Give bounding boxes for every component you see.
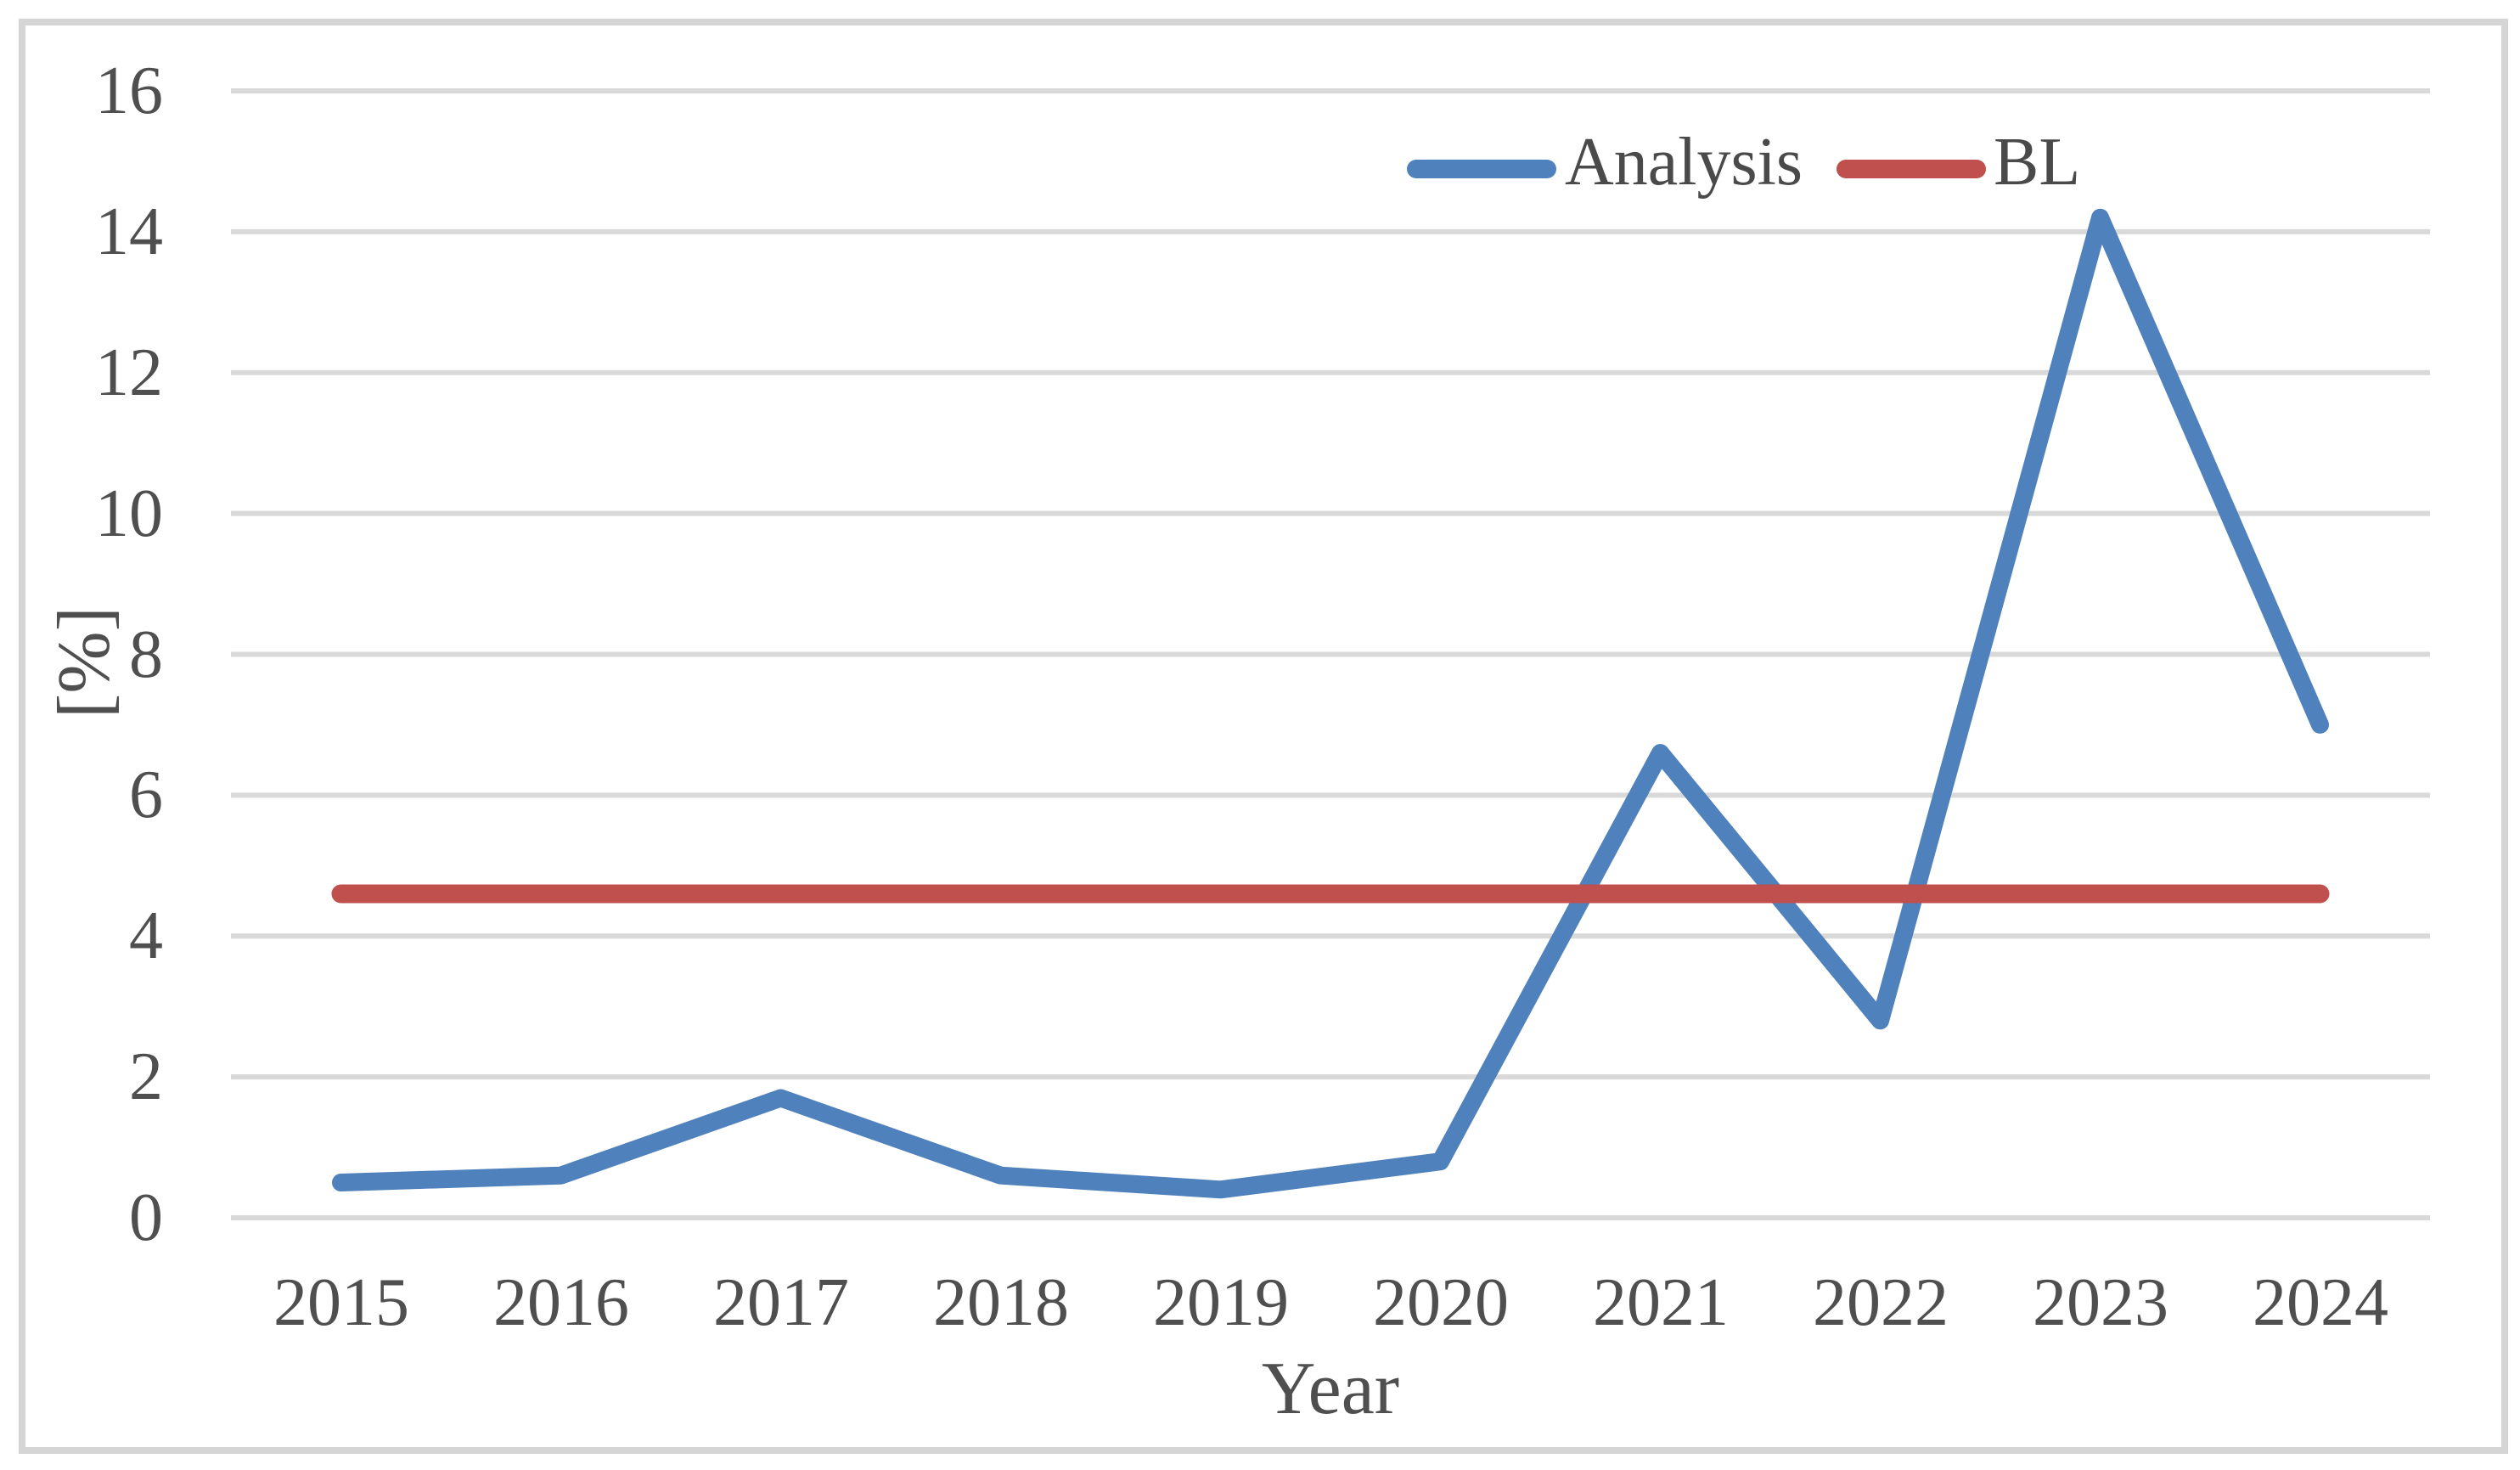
y-tick-label: 2	[129, 1039, 163, 1114]
series-line-analysis	[332, 208, 2329, 1199]
y-tick-label: 14	[95, 194, 163, 269]
legend-bl-label: BL	[1994, 125, 2081, 200]
y-tick-label: 16	[95, 54, 163, 128]
x-tick-label: 2015	[273, 1265, 409, 1340]
x-tick-label: 2020	[1373, 1265, 1509, 1340]
y-tick-label: 0	[129, 1180, 163, 1255]
x-tick-label: 2021	[1593, 1265, 1729, 1340]
y-tick-label: 4	[129, 898, 163, 973]
x-tick-label: 2017	[713, 1265, 849, 1340]
x-axis-title: Year	[1261, 1348, 1400, 1430]
legend-analysis-label: Analysis	[1565, 125, 1803, 200]
figure-border	[19, 19, 2508, 1454]
x-tick-label: 2019	[1153, 1265, 1289, 1340]
y-tick-label: 10	[95, 476, 163, 551]
x-tick-label: 2022	[1813, 1265, 1949, 1340]
legend-bl-line-swatch	[1837, 160, 1986, 178]
x-tick-label: 2016	[493, 1265, 629, 1340]
x-tick-label: 2023	[2033, 1265, 2168, 1340]
y-tick-label: 6	[129, 758, 163, 832]
y-tick-label: 12	[95, 335, 163, 410]
x-tick-label: 2018	[933, 1265, 1069, 1340]
y-tick-label: 8	[129, 617, 163, 692]
x-tick-label: 2024	[2253, 1265, 2388, 1340]
y-axis-title: [%]	[43, 606, 126, 718]
legend-analysis-line-swatch	[1407, 160, 1556, 178]
